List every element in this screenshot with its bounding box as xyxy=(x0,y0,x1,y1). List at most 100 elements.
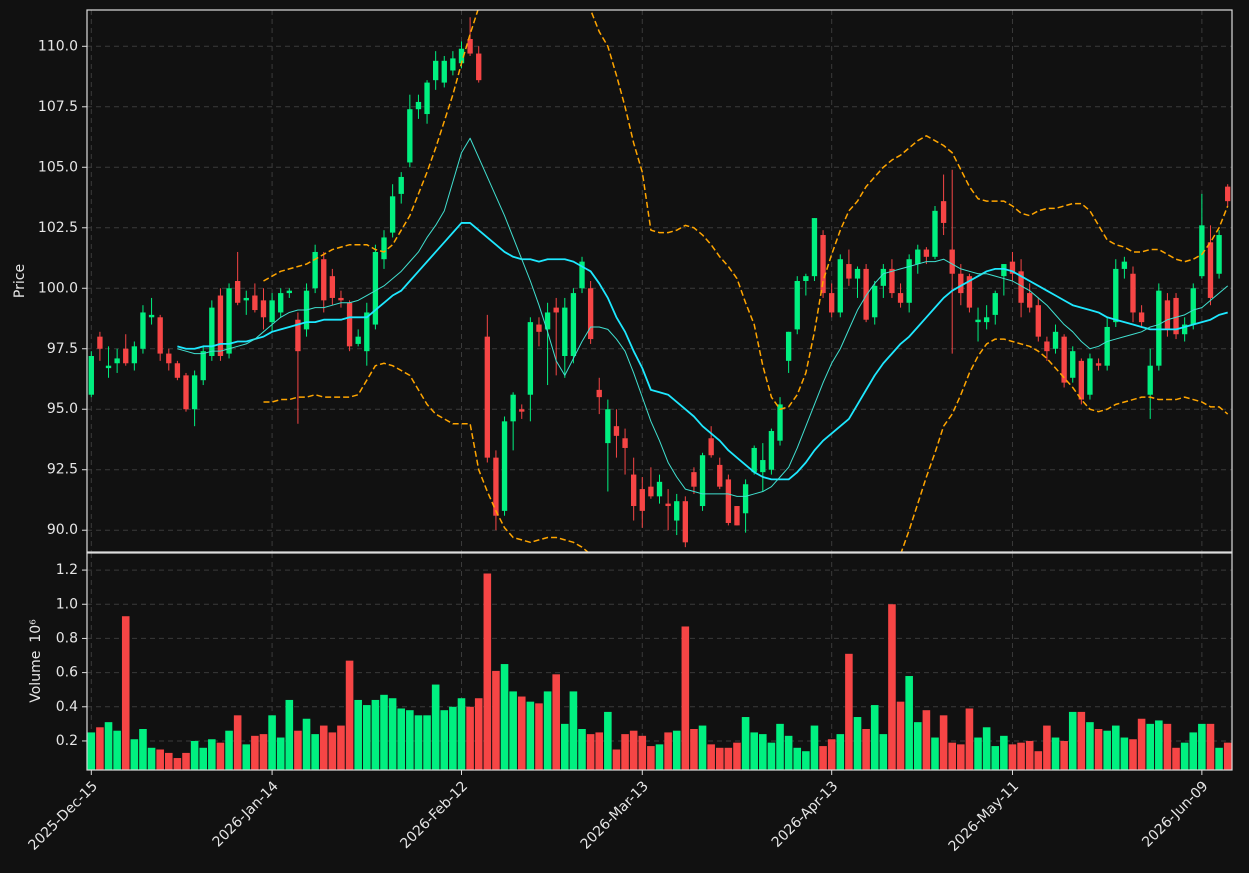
volume-bar xyxy=(363,705,371,770)
candle-body xyxy=(966,276,973,308)
volume-bar xyxy=(870,705,879,770)
volume-bar xyxy=(406,710,414,770)
volume-bar xyxy=(543,691,552,770)
candle-body xyxy=(510,394,516,422)
candle-body xyxy=(820,235,826,294)
volume-bar xyxy=(311,734,319,770)
volume-bar xyxy=(251,735,259,770)
volume-bar xyxy=(259,734,268,770)
volume-bar xyxy=(982,727,991,770)
y-tick-label: 105.0 xyxy=(38,159,78,175)
candle-body xyxy=(398,176,404,194)
volume-bar xyxy=(1206,723,1215,770)
volume-bar xyxy=(1103,730,1111,770)
volume-bar xyxy=(991,746,1000,770)
volume-bar xyxy=(208,739,216,770)
volume-bar xyxy=(552,674,560,770)
volume-bar xyxy=(113,730,121,770)
candle-body xyxy=(148,314,155,318)
volume-bar xyxy=(1155,720,1163,770)
volume-bar xyxy=(793,747,802,770)
volume-bar xyxy=(414,715,423,770)
candle-body xyxy=(854,268,861,279)
candle-body xyxy=(734,506,740,526)
price-axis-label: Price xyxy=(12,264,28,298)
candle-body xyxy=(1001,264,1007,277)
volume-bar xyxy=(690,728,698,770)
volume-bar xyxy=(741,717,750,770)
volume-bar xyxy=(397,708,406,770)
volume-bar xyxy=(423,715,431,770)
volume-bar xyxy=(225,730,233,770)
volume-bar xyxy=(612,749,621,770)
volume-bar xyxy=(526,701,535,770)
volume-bar xyxy=(1120,737,1129,770)
candle-body xyxy=(432,60,439,81)
candle-body xyxy=(829,293,835,313)
volume-bar xyxy=(1060,740,1068,770)
candle-body xyxy=(1181,324,1188,335)
volume-bar xyxy=(440,710,449,770)
volume-bar xyxy=(1129,739,1137,770)
candle-body xyxy=(889,268,895,294)
line-series xyxy=(263,338,1229,552)
volume-bar xyxy=(535,703,543,770)
candle-body xyxy=(1035,305,1041,337)
candle-body xyxy=(1199,225,1205,277)
volume-bar xyxy=(1086,722,1094,770)
volume-bar xyxy=(1094,728,1103,770)
volume-bar xyxy=(750,732,758,770)
volume-bar xyxy=(87,732,96,770)
volume-bar xyxy=(388,698,397,770)
candle-body xyxy=(1052,331,1059,349)
volume-bar xyxy=(319,725,328,770)
y-tick-label: 110.0 xyxy=(38,38,78,54)
price-plot xyxy=(88,10,1231,552)
volume-bar xyxy=(1034,751,1043,770)
volume-bar xyxy=(190,740,199,770)
volume-bar xyxy=(1043,725,1051,770)
volume-bar xyxy=(1017,742,1025,770)
candle-body xyxy=(562,307,568,357)
volume-bar xyxy=(767,742,776,770)
candle-body xyxy=(1104,326,1110,366)
volume-bar xyxy=(561,723,569,770)
volume-bar xyxy=(104,722,113,770)
volume-bar xyxy=(948,742,956,770)
candle-body xyxy=(949,249,955,274)
volume-bar xyxy=(431,684,440,770)
candle-body xyxy=(1130,273,1136,313)
volume-bar xyxy=(672,730,681,770)
candle-body xyxy=(983,317,990,323)
candle-body xyxy=(536,324,542,332)
candle-body xyxy=(691,472,697,487)
volume-bar xyxy=(1068,711,1077,770)
candle-body xyxy=(519,409,525,412)
volume-bar xyxy=(733,742,741,770)
volume-bar xyxy=(1172,747,1180,770)
candle-body xyxy=(1216,235,1222,274)
y-tick-label: 95.0 xyxy=(47,401,78,417)
volume-bar xyxy=(1189,732,1198,770)
candle-body xyxy=(217,295,224,357)
volume-bar xyxy=(664,732,672,770)
candle-body xyxy=(493,457,499,516)
candle-body xyxy=(587,288,594,340)
volume-bar xyxy=(276,737,285,770)
candle-body xyxy=(209,307,215,357)
candle-body xyxy=(708,438,714,456)
volume-bar xyxy=(156,749,164,770)
candle-body xyxy=(234,281,241,303)
candle-body xyxy=(1138,312,1145,323)
volume-tick-label: 0.6 xyxy=(56,665,78,681)
volume-bar xyxy=(888,604,896,770)
volume-bar xyxy=(457,698,466,770)
volume-bar xyxy=(621,734,629,770)
volume-bar xyxy=(1223,742,1232,770)
line-series xyxy=(177,137,1229,497)
candle-body xyxy=(1225,186,1231,202)
volume-bar xyxy=(827,739,836,770)
volume-bar xyxy=(707,744,715,770)
candle-body xyxy=(458,48,465,64)
candle-body xyxy=(656,481,663,497)
